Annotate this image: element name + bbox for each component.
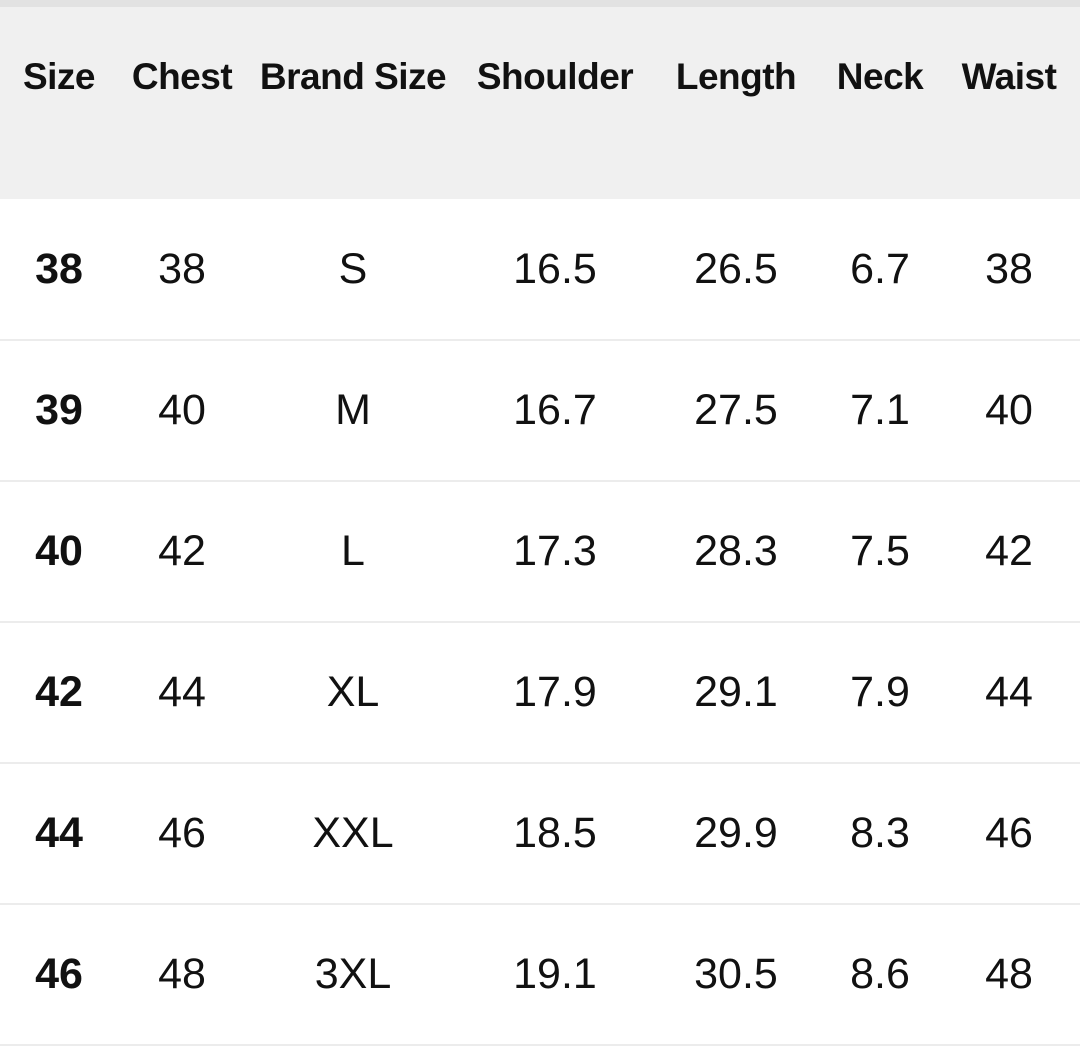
cell-shoulder: 17.9 [513,668,597,716]
cell-chest: 42 [158,527,206,575]
cell-length: 27.5 [694,386,778,434]
cell-waist: 48 [985,950,1033,998]
table-row: 42 44 XL 17.9 29.1 7.9 44 [0,622,1080,763]
cell-shoulder: 16.7 [513,386,597,434]
cell-neck: 7.5 [850,527,910,575]
cell-chest: 38 [158,244,206,293]
cell-shoulder: 16.5 [513,244,597,293]
size-chart-table: Size Chest Brand Size Shoulder Length Neck Wai… [0,7,1080,1046]
cell-size: 46 [35,950,83,998]
cell-length: 28.3 [694,527,778,575]
cell-brand-size: L [341,527,365,575]
table-row: 39 40 M 16.7 27.5 7.1 40 [0,340,1080,481]
cell-chest: 46 [158,809,206,857]
column-header-length: Length [675,56,797,97]
cell-waist: 46 [985,809,1033,857]
cell-waist: 42 [985,527,1033,575]
table-row: 40 42 L 17.3 28.3 7.5 42 [0,481,1080,622]
cell-length: 29.9 [694,809,778,857]
cell-neck: 7.1 [850,386,910,434]
column-header-brand-size: Brand Size [259,56,447,97]
cell-chest: 48 [158,950,206,998]
cell-neck: 7.9 [850,668,910,716]
cell-waist: 40 [985,386,1033,434]
column-header-waist: Waist [961,56,1057,97]
cell-length: 26.5 [694,244,778,293]
cell-chest: 44 [158,668,206,716]
cell-brand-size: 3XL [314,950,392,998]
cell-length: 29.1 [694,668,778,716]
cell-brand-size: XXL [312,809,394,857]
cell-size: 38 [35,244,83,293]
table-row: 38 38 S 16.5 26.5 6.7 38 [0,199,1080,340]
column-header-shoulder: Shoulder [476,56,634,97]
table-row: 44 46 XXL 18.5 29.9 8.3 46 [0,763,1080,904]
cell-shoulder: 17.3 [513,527,597,575]
cell-chest: 40 [158,386,206,434]
cell-neck: 8.6 [850,950,910,998]
cell-size: 40 [35,527,83,575]
top-edge [0,0,1080,7]
header-row: Size Chest Brand Size Shoulder Length Neck Wai… [0,7,1080,199]
cell-neck: 6.7 [850,244,910,293]
cell-length: 30.5 [694,950,778,998]
cell-size: 39 [35,386,83,434]
cell-shoulder: 19.1 [513,950,597,998]
cell-brand-size: XL [326,668,380,716]
table-row: 46 48 3XL 19.1 30.5 8.6 48 [0,904,1080,1045]
cell-brand-size: M [335,386,371,434]
table-body: 38 38 S 16.5 26.5 6.7 38 39 40 M 16.7 27.5 7.1 40 40 42… [0,199,1080,1045]
cell-size: 44 [35,809,83,857]
cell-shoulder: 18.5 [513,809,597,857]
cell-waist: 38 [985,244,1033,293]
cell-brand-size: S [338,244,368,293]
cell-size: 42 [35,668,83,716]
cell-neck: 8.3 [850,809,910,857]
column-header-neck: Neck [836,56,924,97]
column-header-size: Size [22,56,96,97]
column-header-chest: Chest [131,56,233,97]
cell-waist: 44 [985,668,1033,716]
